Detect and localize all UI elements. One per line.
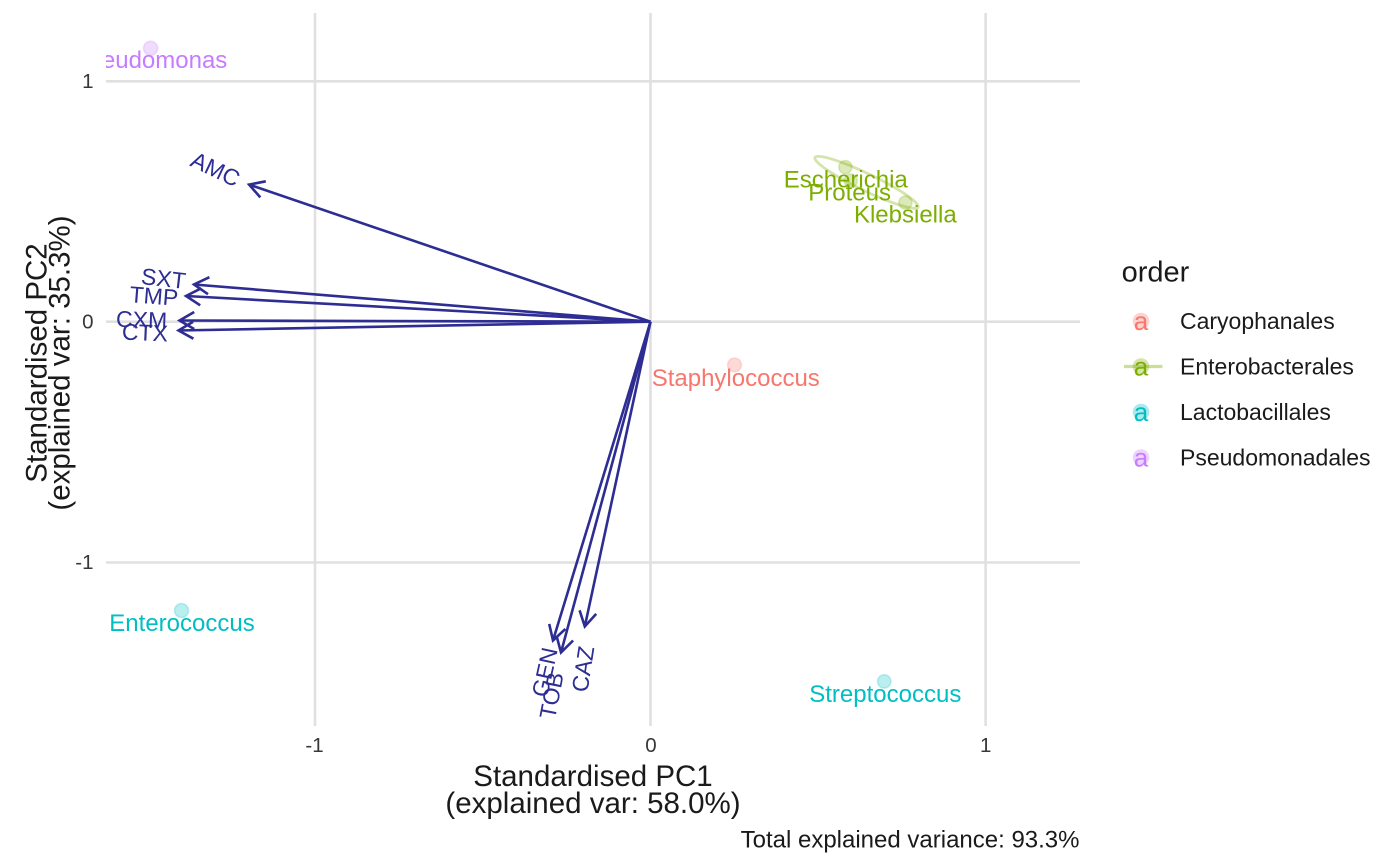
svg-text:CTX: CTX: [121, 319, 168, 347]
svg-text:0: 0: [645, 734, 656, 757]
svg-text:Lactobacillales: Lactobacillales: [1180, 399, 1331, 425]
svg-text:-1: -1: [75, 551, 93, 574]
svg-text:Proteus: Proteus: [808, 180, 891, 207]
svg-text:0: 0: [82, 311, 93, 334]
svg-text:CXM: CXM: [116, 306, 168, 334]
svg-text:-1: -1: [305, 734, 323, 757]
svg-text:Staphylococcus: Staphylococcus: [652, 365, 820, 392]
svg-text:(explained var: 58.0%): (explained var: 58.0%): [445, 787, 740, 820]
svg-text:SXT: SXT: [140, 263, 187, 294]
svg-text:a: a: [1134, 352, 1149, 382]
svg-text:1: 1: [82, 70, 93, 93]
svg-text:Caryophanales: Caryophanales: [1180, 308, 1335, 334]
svg-text:a: a: [1134, 443, 1149, 473]
svg-text:a: a: [1134, 397, 1149, 427]
svg-text:Standardised PC2: Standardised PC2: [21, 243, 54, 482]
svg-text:Pseudomonadales: Pseudomonadales: [1180, 445, 1371, 471]
svg-text:Klebsiella: Klebsiella: [854, 202, 957, 229]
svg-text:order: order: [1122, 257, 1190, 289]
svg-text:1: 1: [980, 734, 991, 757]
svg-text:Escherichia: Escherichia: [784, 167, 909, 194]
svg-text:Pseudomonas: Pseudomonas: [74, 47, 227, 74]
svg-text:TMP: TMP: [129, 281, 179, 311]
svg-text:Standardised PC1: Standardised PC1: [473, 760, 712, 793]
svg-text:(explained var: 35.3%): (explained var: 35.3%): [43, 215, 76, 510]
svg-text:Enterococcus: Enterococcus: [109, 610, 254, 637]
svg-text:Enterobacterales: Enterobacterales: [1180, 354, 1354, 380]
svg-text:Streptococcus: Streptococcus: [809, 681, 961, 708]
svg-text:a: a: [1134, 306, 1149, 336]
svg-text:Total explained variance: 93.3: Total explained variance: 93.3%: [741, 827, 1080, 854]
